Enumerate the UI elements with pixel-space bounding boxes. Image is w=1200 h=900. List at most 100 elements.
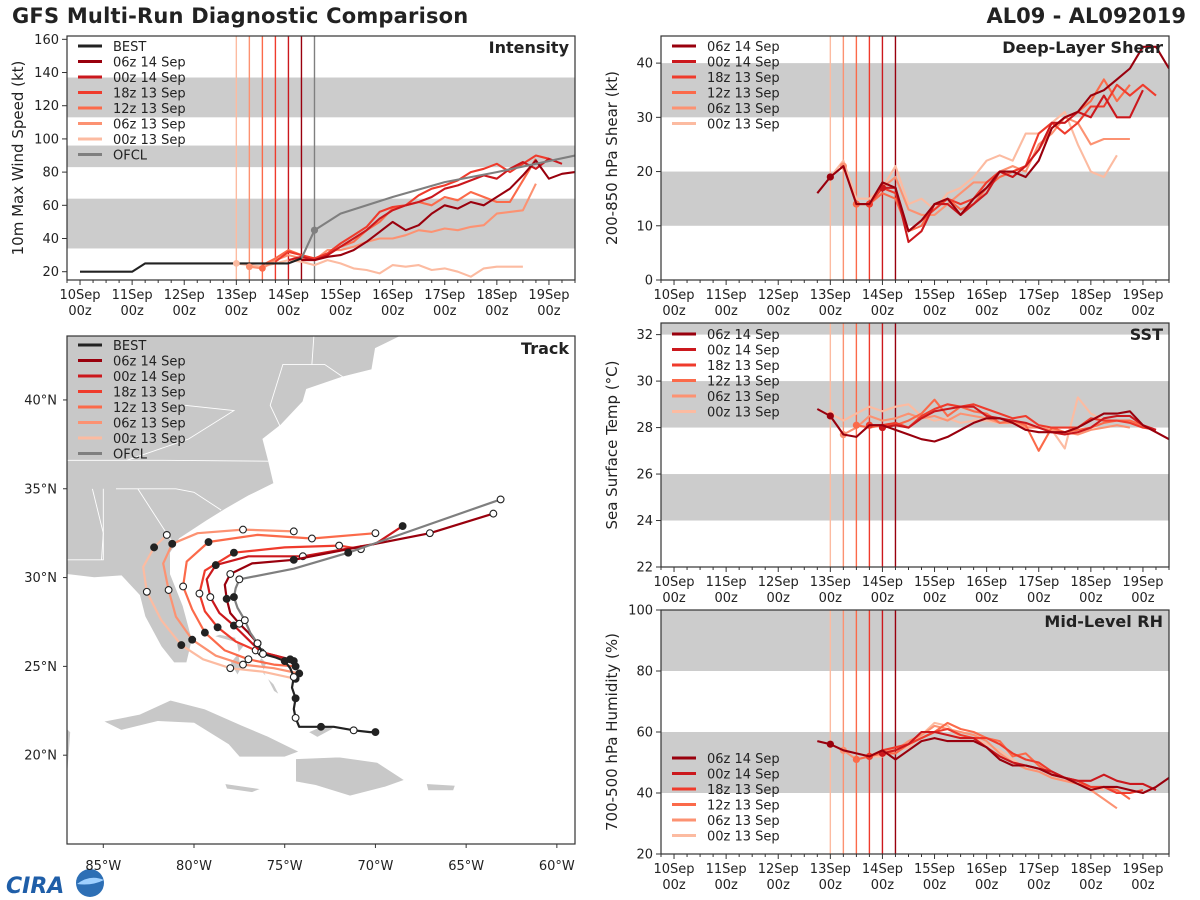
track-line-best [256,642,376,734]
sst-ytick-label: 30 [636,375,653,390]
track-point-00z-14-sep [206,593,215,602]
intensity-series-best [80,257,302,273]
intensity-frame [66,35,576,281]
intensity-marker-06z-13 [245,263,253,271]
track-point-best [317,722,325,731]
shear-legend-label-06z-13-sep: 06z 13 Sep [707,102,780,117]
intensity-xtick-label-day: 15Sep [320,288,361,303]
sst-xtick-label-day: 15Sep [914,575,955,590]
sst-xtick-label-day: 12Sep [758,575,799,590]
intensity-xtick-label-hour: 00z [329,304,353,319]
shear-series-00z-14-sep [882,89,1144,244]
track-legend-label-06z-13-sep: 06z 13 Sep [113,417,186,432]
track-point-best [253,639,262,648]
intensity-legend-label-00z-14-sep: 00z 14 Sep [113,71,186,86]
sst-marker-12z-13-sep [852,421,860,429]
rh-ylabel: 700-500 hPa Humidity (%) [603,633,621,831]
track-point-00z-13-sep [142,587,151,596]
track-point-06z-14-sep [226,570,235,578]
rh-marker-12z-13-sep [852,755,860,764]
sst-legend-label-12z-13-sep: 12z 13 Sep [707,375,780,390]
track-point-06z-13-sep [289,527,298,536]
state-boundary-2 [91,488,104,560]
rh-legend-label-18z-13-sep: 18z 13 Sep [707,783,780,798]
rh-band-1 [661,610,1169,671]
rh-xtick-label-hour: 00z [1079,878,1103,893]
intensity-xtick-label-hour: 00z [173,304,197,319]
sst-title: SST [1130,325,1163,344]
sst-xtick-label-hour: 00z [1079,591,1103,606]
shear-xtick-label-day: 15Sep [914,288,955,303]
intensity-marker-00z-13 [232,260,240,267]
page-title: GFS Multi-Run Diagnostic Comparison [12,4,469,28]
intensity-xtick-label-hour: 00z [120,304,144,319]
track-point-best [291,713,300,722]
shear-xtick-label-hour: 00z [767,304,791,319]
track-line-06z-13-sep [162,528,300,675]
track-point-06z-13-sep [239,660,247,669]
sst-xtick-label-day: 13Sep [810,575,851,590]
shear-ytick-label: 10 [636,219,653,234]
track-lon-label: 60°W [539,859,575,874]
shear-ytick-label: 40 [636,57,653,72]
track-point-06z-14-sep [289,555,298,564]
rh-ytick-label: 40 [636,787,653,802]
sst-xtick-label-hour: 00z [767,591,791,606]
shear-xtick-label-hour: 00z [1131,304,1155,319]
intensity-xtick-label-hour: 00z [381,304,405,319]
track-point-06z-13-sep [239,525,247,534]
track-point-06z-13-sep [295,669,304,678]
hispaniola-land [295,756,406,797]
sst-series-12z-13-sep [856,398,1144,452]
intensity-xtick-label-hour: 00z [68,304,92,319]
intensity-ytick-label: 140 [34,66,59,81]
track-legend-label-best: BEST [113,339,146,354]
shear-band-0 [661,171,1169,226]
track-point-ofcl [235,575,244,584]
rh-title: Mid-Level RH [1044,612,1163,631]
track-line-00z-13-sep [142,534,296,680]
track-point-00z-14-sep [398,522,407,531]
rh-xtick-label-day: 19Sep [1122,862,1163,877]
rh-xtick-label-day: 11Sep [706,862,747,877]
track-point-18z-13-sep [213,623,222,632]
intensity-xtick-label-day: 10Sep [60,288,101,303]
intensity-ytick-label: 20 [42,265,59,280]
shear-legend-label-06z-14-sep: 06z 14 Sep [707,40,780,55]
puerto-rico-land [425,783,456,792]
track-lat-label: 40°N [24,393,57,408]
sst-xtick-label-day: 10Sep [654,575,695,590]
rh-xtick-label-day: 13Sep [810,862,851,877]
track-point-00z-13-sep [162,530,171,539]
rh-xtick-label-day: 18Sep [1070,862,1111,877]
shear-ytick-label: 0 [645,274,653,289]
sst-ytick-label: 32 [636,328,653,343]
intensity-xtick-label-hour: 00z [485,304,509,319]
shear-ytick-label: 30 [636,111,653,126]
sst-xtick-label-day: 19Sep [1122,575,1163,590]
track-point-12z-13-sep [244,655,253,664]
track-point-best [280,657,289,665]
rh-xtick-label-hour: 00z [767,878,791,893]
intensity-xtick-label-day: 17Sep [424,288,465,303]
track-lon-label: 75°W [267,859,303,874]
sst-xtick-label-day: 11Sep [706,575,747,590]
sst-xtick-label-hour: 00z [975,591,999,606]
sst-frame [660,322,1170,568]
shear-xtick-label-hour: 00z [871,304,895,319]
rh-series-00z-14-sep [882,730,1157,791]
state-boundary-7 [311,363,344,378]
shear-legend-label-18z-13-sep: 18z 13 Sep [707,71,780,86]
track-point-best [349,726,358,735]
sst-xtick-label-hour: 00z [871,591,895,606]
track-legend-label-00z-13-sep: 00z 13 Sep [113,432,186,447]
sst-xtick-label-hour: 00z [1131,591,1155,606]
track-point-12z-13-sep [200,628,209,637]
rh-legend-label-12z-13-sep: 12z 13 Sep [707,799,780,814]
sst-ytick-label: 26 [636,468,653,483]
rh-xtick-label-day: 12Sep [758,862,799,877]
shear-xtick-label-hour: 00z [923,304,947,319]
shear-legend-label-12z-13-sep: 12z 13 Sep [707,87,780,102]
